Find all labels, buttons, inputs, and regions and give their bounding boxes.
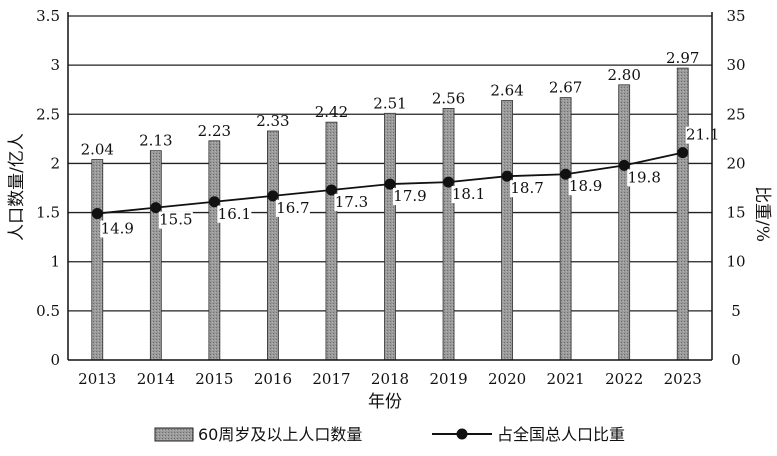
- line-value-label-background: [217, 205, 252, 223]
- x-tick-label: 2015: [195, 370, 233, 388]
- line-value-label-background: [510, 180, 545, 198]
- line-marker: [677, 147, 689, 159]
- bar: [442, 107, 455, 361]
- legend-line-label: 占全国总人口比重: [497, 425, 625, 444]
- line-value-label-background: [100, 220, 135, 238]
- bar: [149, 150, 162, 361]
- bar-value-label: 2.56: [432, 89, 465, 107]
- bar-value-label: 2.51: [373, 94, 406, 112]
- line-marker: [267, 190, 279, 202]
- bar: [325, 121, 338, 361]
- bar: [618, 84, 631, 361]
- bar-value-label: 2.23: [198, 122, 231, 140]
- bar: [208, 140, 221, 361]
- x-tick-label: 2020: [488, 370, 526, 388]
- line-value-label: 16.7: [276, 199, 309, 217]
- y-left-tick-label: 3: [50, 56, 60, 74]
- y-right-tick-label: 25: [726, 105, 745, 123]
- line-marker: [384, 178, 396, 190]
- x-tick-label: 2018: [371, 370, 409, 388]
- line-marker: [501, 170, 513, 182]
- bar-value-label: 2.33: [256, 112, 289, 130]
- bar: [91, 159, 104, 361]
- x-tick-label: 2022: [605, 370, 643, 388]
- line-value-label: 18.7: [510, 179, 543, 197]
- line-marker: [91, 208, 103, 220]
- x-tick-label: 2017: [312, 370, 350, 388]
- bar: [384, 112, 396, 361]
- line-value-label-background: [393, 188, 427, 206]
- line-marker: [443, 176, 455, 188]
- bar: [676, 67, 689, 361]
- line-value-label-background: [568, 178, 603, 196]
- y-right-tick-label: 30: [726, 56, 745, 74]
- y-left-tick-label: 1.5: [36, 204, 60, 222]
- line-marker: [618, 159, 630, 171]
- bar: [559, 97, 572, 361]
- x-tick-label: 2014: [137, 370, 175, 388]
- x-tick-label: 2013: [78, 370, 116, 388]
- line-value-label: 21.1: [686, 126, 719, 144]
- legend-bar-label: 60周岁及以上人口数量: [198, 425, 362, 444]
- y-right-tick-label: 15: [726, 204, 745, 222]
- line-value-label-background: [685, 126, 720, 144]
- line-value-label-background: [334, 193, 369, 211]
- bar-value-label: 2.67: [549, 79, 582, 97]
- line-value-label-background: [627, 169, 662, 187]
- bar-series: 2.04 2.13 2.23 2.33 2.42 2.51 2.56 2.64 2.67 2.80…: [81, 49, 699, 361]
- y-right-tick-label: 20: [726, 154, 745, 172]
- y-right-tick-label: 5: [731, 302, 741, 320]
- legend-line-marker: [456, 428, 468, 440]
- line-value-label: 15.5: [159, 211, 192, 229]
- y-left-tick-label: 2: [50, 154, 60, 172]
- line-value-label-background: [275, 199, 310, 217]
- axes: 0 0.5 1 1.5 2 2.5 3 3.5 0 5 10 15 20 25 30 35 2013 2014 20…: [36, 7, 745, 388]
- line-value-label: 17.9: [393, 187, 426, 205]
- x-tick-label: 2016: [254, 370, 292, 388]
- y-left-tick-label: 3.5: [36, 7, 60, 25]
- line-marker: [150, 202, 162, 214]
- bar-value-label: 2.13: [139, 132, 172, 150]
- y-right-tick-label: 10: [726, 253, 745, 271]
- y-right-tick-label: 0: [731, 351, 741, 369]
- legend: 60周岁及以上人口数量 占全国总人口比重: [154, 425, 625, 444]
- x-tick-label: 2023: [664, 370, 702, 388]
- bar-value-label: 2.42: [315, 103, 348, 121]
- x-tick-label: 2019: [429, 370, 467, 388]
- bar: [267, 130, 279, 361]
- y-left-tick-label: 0: [50, 351, 60, 369]
- x-tick-label: 2021: [547, 370, 585, 388]
- y-right-tick-label: 35: [726, 7, 745, 25]
- bar-value-label: 2.97: [666, 49, 699, 67]
- y-right-axis-title: 比重/%: [752, 186, 772, 242]
- line-value-label: 14.9: [101, 220, 134, 238]
- line-value-label-background: [451, 186, 486, 204]
- x-axis-title: 年份: [368, 392, 402, 412]
- bar-value-label: 2.04: [81, 140, 114, 158]
- line-marker: [560, 168, 572, 180]
- y-left-axis-title: 人口数量/亿人: [7, 133, 27, 241]
- line-marker: [325, 184, 337, 196]
- line-value-label: 19.8: [627, 168, 660, 186]
- bar: [501, 100, 513, 361]
- line-value-label: 17.3: [335, 193, 368, 211]
- y-left-tick-label: 1: [50, 253, 60, 271]
- legend-bar-swatch: [154, 427, 194, 442]
- line-value-label-background: [158, 211, 193, 229]
- bar-value-label: 2.80: [607, 66, 640, 84]
- bar-value-label: 2.64: [490, 82, 523, 100]
- y-left-tick-label: 0.5: [36, 302, 60, 320]
- y-left-tick-label: 2.5: [36, 105, 60, 123]
- line-value-label: 18.1: [452, 185, 485, 203]
- line-value-label: 18.9: [569, 177, 602, 195]
- line-value-label: 16.1: [218, 205, 251, 223]
- line-marker: [208, 196, 220, 208]
- line-series: 14.9 15.5 16.1 16.7 17.3 17.9 18.1 18.7 18.9 19.8…: [91, 126, 720, 238]
